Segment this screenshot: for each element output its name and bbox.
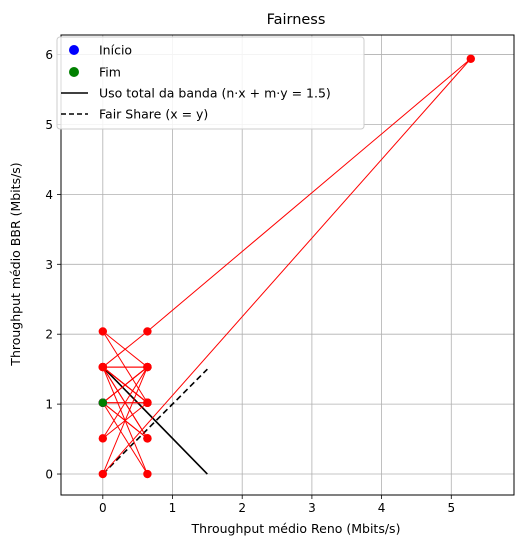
trajectory-segment bbox=[147, 58, 472, 332]
legend-marker-start bbox=[69, 45, 79, 55]
x-tick-label: 2 bbox=[238, 501, 246, 515]
legend-box bbox=[56, 36, 365, 130]
trajectory-point bbox=[143, 398, 152, 407]
x-tick-label: 1 bbox=[169, 501, 177, 515]
trajectory-segment bbox=[102, 366, 148, 439]
x-tick-label: 3 bbox=[308, 501, 316, 515]
trajectory-point bbox=[98, 362, 108, 372]
y-axis-label: Throughput médio BBR (Mbits/s) bbox=[8, 162, 23, 366]
fair-share-line bbox=[102, 368, 208, 475]
y-tick-label: 0 bbox=[45, 468, 53, 482]
trajectory-point bbox=[98, 327, 108, 336]
x-tick-label: 0 bbox=[99, 501, 107, 515]
legend: Início Fim Uso total da banda (n·x + m·y… bbox=[56, 36, 365, 130]
trajectory-point bbox=[98, 469, 108, 479]
legend-label-end: Fim bbox=[99, 65, 121, 80]
trajectory-segment bbox=[102, 366, 148, 475]
y-tick-label: 1 bbox=[45, 398, 53, 412]
x-axis-ticks: 0 1 2 3 4 5 bbox=[99, 495, 455, 515]
total-bandwidth-line bbox=[102, 366, 208, 475]
legend-label-fair: Fair Share (x = y) bbox=[99, 107, 208, 122]
trajectory-point bbox=[143, 434, 152, 443]
chart-title: Fairness bbox=[267, 12, 326, 28]
y-tick-label: 6 bbox=[45, 48, 53, 62]
trajectory-point bbox=[143, 327, 152, 336]
legend-label-start: Início bbox=[99, 43, 132, 58]
legend-label-total: Uso total da banda (n·x + m·y = 1.5) bbox=[99, 86, 331, 101]
trajectory-segment bbox=[102, 58, 472, 475]
x-tick-label: 5 bbox=[447, 501, 455, 515]
trajectory-point bbox=[143, 469, 152, 479]
trajectory-point bbox=[466, 54, 475, 63]
y-tick-label: 4 bbox=[45, 188, 53, 202]
plot-lines bbox=[102, 366, 208, 475]
markers bbox=[98, 54, 475, 479]
trajectory-segment bbox=[102, 331, 148, 368]
y-tick-label: 3 bbox=[45, 258, 53, 272]
plot-frame bbox=[60, 34, 515, 496]
x-tick-label: 4 bbox=[378, 501, 386, 515]
trajectory-segment bbox=[102, 402, 148, 475]
trajectory-point bbox=[98, 434, 108, 443]
y-tick-label: 5 bbox=[45, 118, 53, 132]
y-tick-label: 2 bbox=[45, 328, 53, 342]
end-point bbox=[98, 398, 108, 407]
trajectory-segment bbox=[102, 366, 148, 404]
legend-marker-end bbox=[69, 67, 79, 77]
x-axis-label: Throughput médio Reno (Mbits/s) bbox=[191, 521, 401, 536]
trajectory bbox=[102, 58, 472, 475]
trajectory-point bbox=[143, 362, 152, 372]
